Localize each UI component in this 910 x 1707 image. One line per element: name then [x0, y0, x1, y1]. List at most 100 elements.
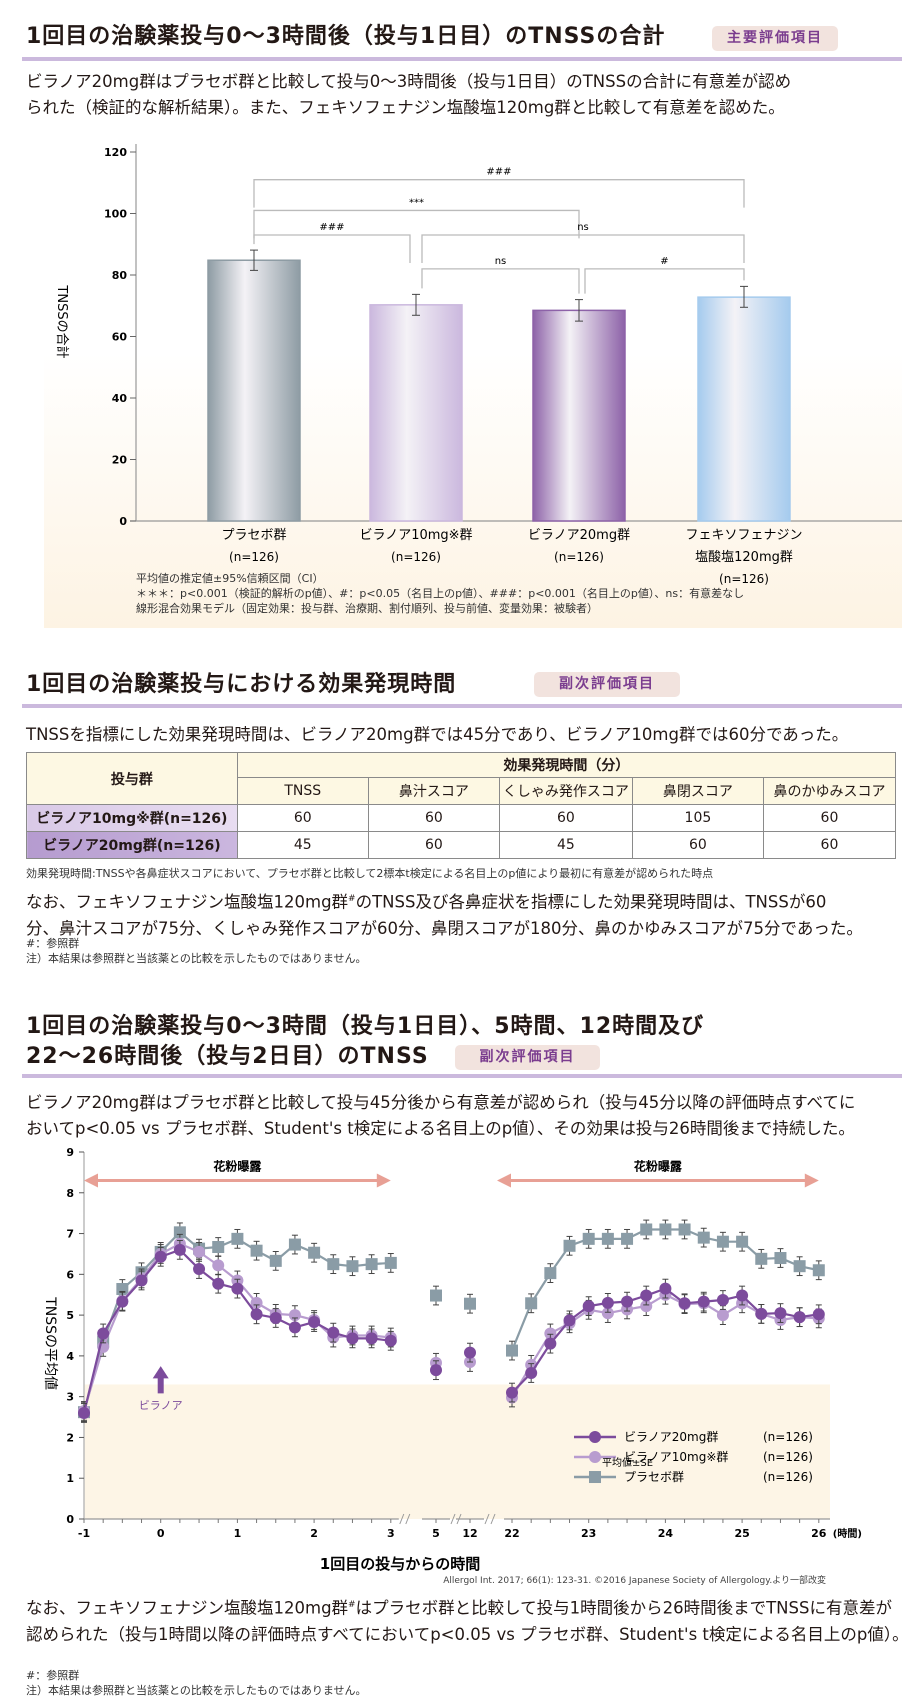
data-point [716, 1294, 729, 1307]
category-n: (n=126) [229, 550, 279, 564]
y-tick-label: 1 [66, 1472, 74, 1485]
dose-arrow-icon [152, 1366, 169, 1394]
data-point [755, 1307, 768, 1320]
y-tick-label: 100 [104, 208, 127, 221]
significance-label: ns [577, 222, 589, 233]
legend-label: プラセボ群 [624, 1470, 684, 1484]
y-tick-label: 4 [66, 1350, 74, 1363]
footnote: 注）本結果は参照群と当該薬との比較を示したものではありません。 [26, 952, 367, 965]
data-point [173, 1243, 186, 1256]
data-point [544, 1337, 557, 1350]
comparison-bracket [253, 179, 745, 208]
reference-mark: # [348, 894, 356, 904]
bar [532, 309, 626, 522]
title-line: 1回目の治験薬投与0～3時間（投与1日目）、5時間、12時間及び [26, 1014, 705, 1039]
data-point [582, 1300, 595, 1313]
data-point [774, 1307, 787, 1320]
arrow-left-icon [497, 1173, 511, 1188]
text-line: ビラノア20mg群はプラセボ群と比較して投与0～3時間後（投与1日目）のTNSS… [26, 72, 792, 91]
exposure-label: 花粉曝露 [634, 1159, 683, 1174]
category-n: (n=126) [391, 550, 441, 564]
y-tick-label: 0 [119, 515, 127, 528]
category-label: プラセボ群 [221, 528, 286, 543]
chart1-notes: 平均値の推定値±95%信頼区間（CI） ＊＊＊：p<0.001（検証的解析のp値… [136, 571, 744, 616]
data-point [327, 1258, 340, 1271]
data-point [812, 1308, 825, 1321]
legend-label: ビラノア10mg※群 [624, 1450, 728, 1464]
ci-note: 平均値の推定値±95%信頼区間（CI） [136, 572, 324, 585]
text-line: 認められた（投与1時間以降の評価時点すべてにおいてp<0.05 vs プラセボ群… [26, 1624, 909, 1644]
table-cell: 45 [236, 831, 369, 859]
bar [697, 296, 791, 522]
error-note: 平均値±SE [602, 1456, 653, 1469]
significance-label: ### [319, 222, 344, 233]
data-point [506, 1386, 518, 1399]
primary-endpoint-badge: 主要評価項目 [712, 26, 838, 51]
data-point [678, 1297, 691, 1310]
data-point [716, 1235, 729, 1248]
text: のTNSS及び各鼻症状を指標にした効果発現時間は、TNSSが60 [355, 892, 827, 912]
category-label: ビラノア10mg※群 [359, 528, 472, 543]
data-point [193, 1245, 206, 1258]
x-unit-label: (時間) [833, 1527, 862, 1540]
x-tick-label: 25 [734, 1527, 749, 1540]
text-line: おいてp<0.05 vs プラセボ群、Student's t検定による名目上のp… [26, 1119, 855, 1138]
text: はプラセボ群と比較して投与1時間後から26時間後までTNSSに有意差が [355, 1598, 892, 1618]
data-point [525, 1367, 538, 1380]
section3-description: ビラノア20mg群はプラセボ群と比較して投与45分後から有意差が認められ（投与4… [26, 1090, 855, 1142]
data-point [678, 1223, 691, 1236]
bar [369, 304, 463, 522]
column-header: TNSS [236, 777, 369, 805]
significance-label: # [660, 256, 668, 267]
footnote: 注）本結果は参照群と当該薬との比較を示したものではありません。 [26, 1684, 367, 1697]
table-cell: 60 [762, 804, 897, 832]
dose-label: ビラノア [139, 1399, 183, 1412]
data-point [506, 1344, 518, 1357]
y-tick-label: 120 [104, 146, 127, 159]
table-cell: 60 [367, 831, 500, 859]
y-tick-label: 9 [66, 1146, 74, 1159]
footnote: #：参照群 [26, 937, 80, 950]
data-point [231, 1232, 244, 1245]
y-axis-title: TNSSの平均値 [42, 1296, 58, 1390]
data-point [173, 1226, 186, 1239]
data-point [212, 1241, 225, 1254]
section1-title: 1回目の治験薬投与0～3時間後（投与1日目）のTNSSの合計 [26, 24, 666, 49]
title-line: 22～26時間後（投与2日目）のTNSS [26, 1044, 429, 1069]
data-point [384, 1334, 397, 1347]
y-tick-label: 0 [66, 1513, 74, 1526]
category-label: 塩酸塩120mg群 [695, 550, 793, 565]
legend-n: (n=126) [763, 1470, 813, 1484]
significance-label: ns [495, 256, 507, 267]
legend-n: (n=126) [763, 1450, 813, 1464]
data-point [250, 1296, 263, 1309]
row-group-label: ビラノア10mg※群(n=126) [26, 804, 238, 832]
data-point [346, 1260, 359, 1273]
x-tick-label: 0 [157, 1527, 165, 1540]
legend-n: (n=126) [763, 1430, 813, 1444]
table-cell: 60 [631, 831, 764, 859]
exposure-label: 花粉曝露 [213, 1159, 262, 1174]
section3-title: 1回目の治験薬投与0～3時間（投与1日目）、5時間、12時間及び 22～26時間… [26, 1012, 704, 1072]
y-tick-label: 60 [112, 331, 128, 344]
table-cell: 60 [367, 804, 500, 832]
arrow-left-icon [84, 1173, 98, 1188]
data-point [231, 1282, 244, 1295]
table-cell: 60 [236, 804, 369, 832]
arrow-right-icon [376, 1173, 391, 1188]
data-point [116, 1295, 129, 1308]
data-point [621, 1232, 634, 1245]
section3-fexofenadine-note: なお、フェキソフェナジン塩酸塩120mg群#はプラセボ群と比較して投与1時間後か… [26, 1592, 909, 1648]
series-line [511, 1293, 819, 1399]
data-point [659, 1223, 672, 1236]
x-tick-label: 22 [504, 1527, 519, 1540]
x-tick-label: 1 [234, 1527, 242, 1540]
category-n: (n=126) [554, 550, 604, 564]
comparison-bracket [253, 234, 411, 264]
text: なお、フェキソフェナジン塩酸塩120mg群 [26, 892, 349, 912]
y-tick-label: 6 [66, 1268, 74, 1281]
onset-time-table: 投与群 効果発現時間（分） TNSS 鼻汁スコア くしゃみ発作スコア 鼻閉スコア… [26, 752, 897, 859]
x-tick-label: -1 [78, 1527, 90, 1540]
data-point [154, 1250, 167, 1263]
data-point [346, 1332, 359, 1345]
